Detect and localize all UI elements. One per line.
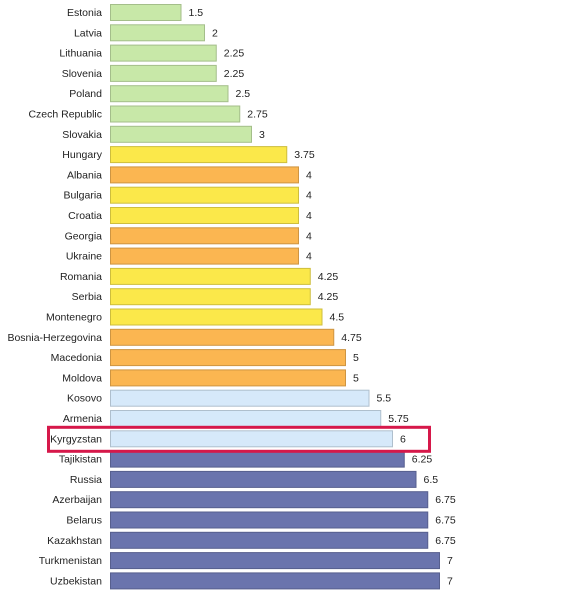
category-label-slovakia: Slovakia <box>62 129 102 141</box>
category-label-kazakhstan: Kazakhstan <box>47 535 102 547</box>
bar-tajikistan <box>110 450 405 468</box>
bar-romania <box>110 267 311 285</box>
category-label-kosovo: Kosovo <box>67 393 102 405</box>
bar-poland <box>110 85 229 103</box>
category-label-hungary: Hungary <box>62 149 102 161</box>
bar-estonia <box>110 4 182 21</box>
bar-kazakhstan <box>110 531 429 549</box>
value-label-uzbekistan: 7 <box>447 575 453 587</box>
value-label-russia: 6.5 <box>424 474 439 486</box>
value-label-tajikistan: 6.25 <box>412 454 433 466</box>
category-label-czech-republic: Czech Republic <box>28 109 102 121</box>
value-label-turkmenistan: 7 <box>447 555 453 567</box>
bar-lithuania <box>110 44 217 62</box>
value-label-kazakhstan: 6.75 <box>435 535 456 547</box>
bar-moldova <box>110 369 346 387</box>
category-label-moldova: Moldova <box>62 372 102 384</box>
value-label-poland: 2.5 <box>236 88 251 100</box>
highlight-layer <box>47 425 431 453</box>
bar-serbia <box>110 288 311 306</box>
highlight-box-kyrgyzstan <box>47 425 431 453</box>
value-label-romania: 4.25 <box>318 271 339 283</box>
value-label-georgia: 4 <box>306 230 312 242</box>
value-label-hungary: 3.75 <box>294 149 315 161</box>
bar-croatia <box>110 207 299 224</box>
value-label-czech-republic: 2.75 <box>247 109 268 121</box>
category-label-belarus: Belarus <box>66 515 102 527</box>
value-label-ukraine: 4 <box>306 251 312 263</box>
bar-slovakia <box>110 125 252 143</box>
value-label-montenegro: 4.5 <box>330 312 345 324</box>
bar-macedonia <box>110 349 346 367</box>
value-label-armenia: 5.75 <box>388 413 409 425</box>
value-label-bulgaria: 4 <box>306 190 312 202</box>
bar-czech-republic <box>110 105 241 123</box>
value-label-serbia: 4.25 <box>318 291 339 303</box>
category-label-georgia: Georgia <box>65 230 103 242</box>
category-label-tajikistan: Tajikistan <box>59 454 102 466</box>
bars-layer: Estonia 1.5 Latvia 2 Lithuania 2.25 Slovenia 2.… <box>7 4 456 590</box>
bar-belarus <box>110 511 429 529</box>
bar-kosovo <box>110 389 370 407</box>
category-label-bulgaria: Bulgaria <box>63 190 102 202</box>
value-label-bosnia-herzegovina: 4.75 <box>341 332 362 344</box>
bar-georgia <box>110 227 299 245</box>
value-label-kyrgyzstan: 6 <box>400 433 406 445</box>
category-label-azerbaijan: Azerbaijan <box>52 494 102 506</box>
category-label-macedonia: Macedonia <box>51 352 103 364</box>
bar-turkmenistan <box>110 552 440 570</box>
value-label-latvia: 2 <box>212 27 218 39</box>
category-label-slovenia: Slovenia <box>62 68 102 80</box>
bar-armenia <box>110 410 382 427</box>
category-label-lithuania: Lithuania <box>59 48 102 60</box>
category-label-bosnia-herzegovina: Bosnia-Herzegovina <box>7 332 102 344</box>
category-label-montenegro: Montenegro <box>46 312 102 324</box>
category-label-estonia: Estonia <box>67 7 102 19</box>
bar-russia <box>110 470 417 488</box>
category-label-uzbekistan: Uzbekistan <box>50 575 102 587</box>
bar-kyrgyzstan <box>110 430 393 448</box>
value-label-albania: 4 <box>306 169 312 181</box>
category-label-romania: Romania <box>60 271 102 283</box>
bar-hungary <box>110 146 288 164</box>
category-label-albania: Albania <box>67 169 102 181</box>
value-label-croatia: 4 <box>306 210 312 222</box>
category-label-ukraine: Ukraine <box>66 251 102 263</box>
category-label-turkmenistan: Turkmenistan <box>39 555 102 567</box>
category-label-croatia: Croatia <box>68 210 102 222</box>
value-label-moldova: 5 <box>353 372 359 384</box>
value-label-macedonia: 5 <box>353 352 359 364</box>
bar-uzbekistan <box>110 572 440 590</box>
category-label-russia: Russia <box>70 474 102 486</box>
bar-montenegro <box>110 308 323 326</box>
category-label-serbia: Serbia <box>72 291 103 303</box>
value-label-azerbaijan: 6.75 <box>435 494 456 506</box>
bar-albania <box>110 166 299 184</box>
category-label-latvia: Latvia <box>74 27 102 39</box>
bar-bulgaria <box>110 186 299 204</box>
category-label-kyrgyzstan: Kyrgyzstan <box>50 433 102 445</box>
value-label-estonia: 1.5 <box>189 7 204 19</box>
category-label-poland: Poland <box>69 88 102 100</box>
bar-ukraine <box>110 247 299 265</box>
value-label-belarus: 6.75 <box>435 515 456 527</box>
bar-azerbaijan <box>110 491 429 509</box>
value-label-slovenia: 2.25 <box>224 68 245 80</box>
bar-latvia <box>110 24 205 42</box>
value-label-lithuania: 2.25 <box>224 48 245 60</box>
bar-bosnia-herzegovina <box>110 328 335 346</box>
value-label-slovakia: 3 <box>259 129 265 141</box>
bar-slovenia <box>110 64 217 82</box>
value-label-kosovo: 5.5 <box>377 393 392 405</box>
category-label-armenia: Armenia <box>63 413 102 425</box>
